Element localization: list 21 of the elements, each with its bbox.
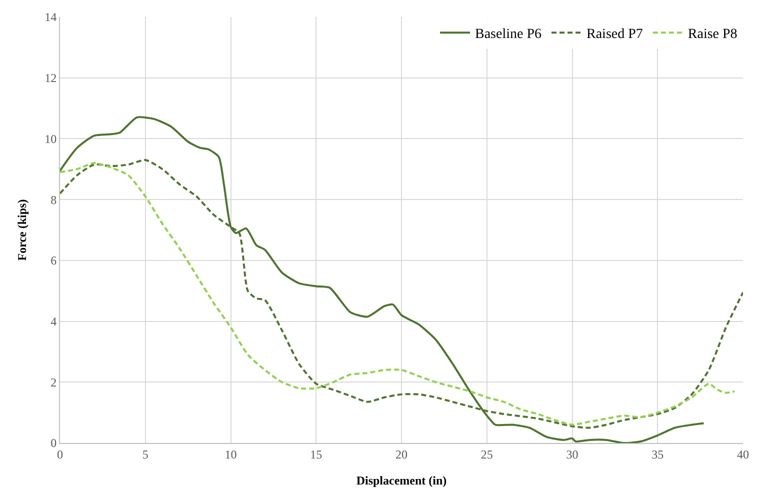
x-tick-label: 5 xyxy=(142,447,148,462)
x-axis-title: Displacement (in) xyxy=(356,473,447,488)
legend-label: Raised P7 xyxy=(586,27,643,42)
x-tick-label: 10 xyxy=(224,447,237,462)
y-tick-label: 4 xyxy=(50,314,57,328)
legend-label: Raise P8 xyxy=(688,27,738,42)
y-tick-label: 6 xyxy=(50,254,57,268)
y-tick-label: 12 xyxy=(44,71,57,86)
y-tick-label: 8 xyxy=(50,192,57,207)
x-tick-label: 40 xyxy=(737,447,749,462)
legend-label: Baseline P6 xyxy=(475,27,542,42)
y-tick-label: 0 xyxy=(50,436,57,450)
y-tick-label: 2 xyxy=(50,375,57,390)
y-tick-label: 10 xyxy=(44,132,57,146)
y-axis-title: Force (kips) xyxy=(14,199,29,261)
x-tick-label: 15 xyxy=(310,447,322,462)
x-tick-label: 25 xyxy=(480,447,493,462)
y-tick-label: 14 xyxy=(44,10,57,24)
x-tick-label: 35 xyxy=(652,447,664,462)
x-tick-label: 20 xyxy=(396,447,408,462)
x-tick-label: 30 xyxy=(566,447,578,462)
